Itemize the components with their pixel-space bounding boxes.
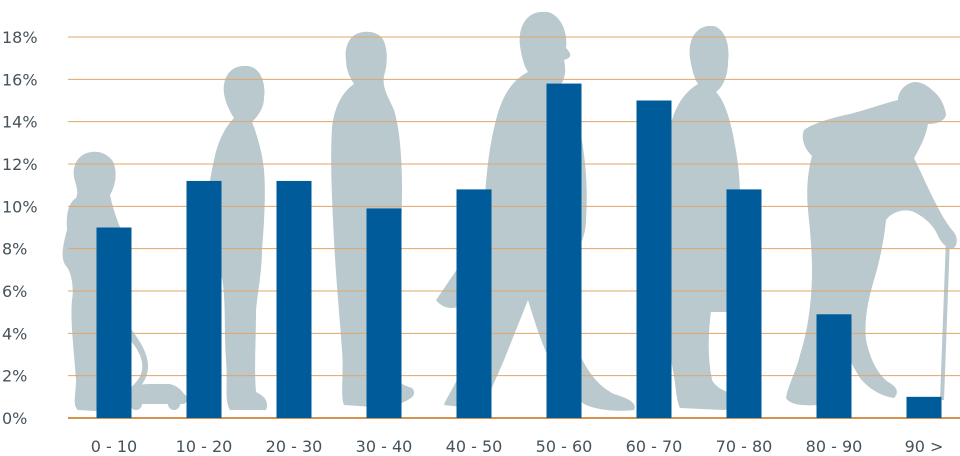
- y-tick-label: 2%: [2, 367, 27, 386]
- x-tick-label: 40 - 50: [446, 437, 503, 456]
- x-tick-label: 0 - 10: [91, 437, 137, 456]
- bar: [187, 181, 222, 418]
- y-tick-label: 4%: [2, 324, 27, 343]
- y-tick-label: 6%: [2, 282, 27, 301]
- bar: [547, 84, 582, 418]
- bar: [637, 101, 672, 419]
- y-tick-label: 16%: [2, 70, 38, 89]
- bar: [97, 228, 132, 419]
- bar: [457, 189, 492, 418]
- x-axis: 0 - 10 10 - 20 20 - 30 30 - 40 40 - 50 50 - 6…: [91, 437, 944, 456]
- x-tick-label: 20 - 30: [266, 437, 323, 456]
- y-tick-label: 14%: [2, 113, 38, 132]
- y-tick-label: 10%: [2, 197, 38, 216]
- bar: [907, 397, 942, 418]
- y-axis: 0% 2% 4% 6% 8% 10% 12% 14% 16% 18%: [2, 28, 38, 428]
- bar: [367, 208, 402, 418]
- x-tick-label: 30 - 40: [356, 437, 413, 456]
- y-tick-label: 0%: [2, 409, 27, 428]
- y-tick-label: 12%: [2, 155, 38, 174]
- y-tick-label: 8%: [2, 240, 27, 259]
- bar: [727, 189, 762, 418]
- bar: [817, 314, 852, 418]
- x-tick-label: 50 - 60: [536, 437, 593, 456]
- y-tick-label: 18%: [2, 28, 38, 47]
- x-tick-label: 80 - 90: [806, 437, 863, 456]
- x-tick-label: 70 - 80: [716, 437, 773, 456]
- x-tick-label: 90 >: [905, 437, 944, 456]
- x-tick-label: 10 - 20: [176, 437, 233, 456]
- elderly-man-with-cane-silhouette: [786, 82, 957, 405]
- x-tick-label: 60 - 70: [626, 437, 683, 456]
- bar: [277, 181, 312, 418]
